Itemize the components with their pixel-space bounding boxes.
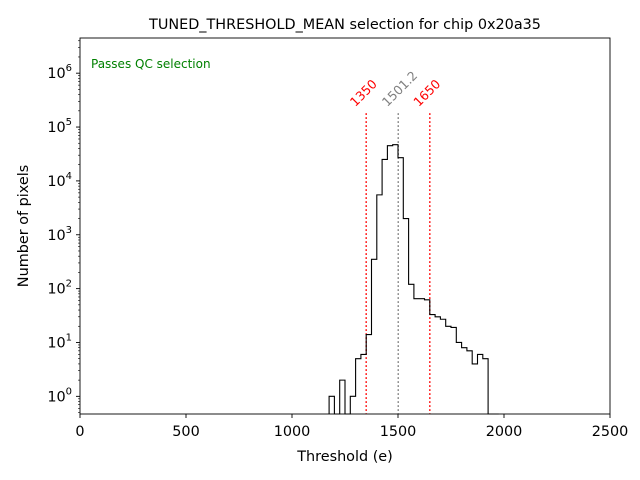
histogram-bin — [387, 146, 392, 414]
x-tick-label: 500 — [172, 424, 199, 440]
histogram-bin — [340, 380, 345, 414]
histogram-bin — [419, 299, 424, 414]
y-tick-label: 103 — [47, 225, 72, 244]
histogram-bin — [403, 219, 408, 414]
chart-title: TUNED_THRESHOLD_MEAN selection for chip … — [148, 17, 541, 33]
x-tick-label: 2500 — [592, 424, 629, 440]
histogram-bin — [382, 159, 387, 414]
histogram-bin — [430, 315, 435, 414]
histogram-bin — [483, 359, 488, 414]
histogram-bin — [372, 259, 377, 414]
y-tick-label: 105 — [47, 117, 72, 136]
y-tick-label: 104 — [47, 171, 72, 190]
y-axis-ticks: 100 101 102 103 104 105 106 — [47, 40, 80, 413]
x-axis-label: Threshold (e) — [296, 449, 393, 465]
histogram-bin — [409, 284, 414, 414]
histogram-bin — [393, 145, 398, 414]
y-axis-label: Number of pixels — [16, 165, 32, 287]
histogram-bin — [472, 364, 477, 414]
y-tick-label: 106 — [47, 63, 72, 82]
x-tick-label: 1000 — [274, 424, 311, 440]
y-tick-label: 100 — [47, 386, 72, 405]
histogram-bin — [456, 342, 461, 414]
histogram-bin — [377, 195, 382, 414]
histogram-step-series — [328, 144, 499, 415]
histogram-bin — [478, 354, 483, 414]
x-tick-label: 2000 — [486, 424, 523, 440]
x-axis-ticks: 0 500 1000 1500 2000 2500 — [75, 414, 628, 440]
histogram-bin — [366, 335, 371, 414]
histogram-bin — [440, 319, 445, 414]
histogram-bin — [350, 396, 355, 414]
histogram-bin — [414, 299, 419, 414]
histogram-bin — [398, 158, 403, 414]
histogram-bin — [425, 300, 430, 414]
histogram-bin — [329, 396, 334, 414]
histogram-bin — [361, 354, 366, 414]
histogram-bin — [451, 327, 456, 414]
axes-frame — [79, 37, 611, 415]
plot-area — [328, 113, 499, 415]
qc-annotation: Passes QC selection — [91, 57, 211, 71]
y-tick-label: 101 — [47, 332, 72, 351]
histogram-bin — [467, 351, 472, 414]
histogram-bin — [446, 326, 451, 414]
y-tick-label: 102 — [47, 279, 72, 298]
histogram-bin — [435, 317, 440, 414]
histogram-bin — [356, 359, 361, 414]
x-tick-label: 1500 — [380, 424, 417, 440]
x-tick-label: 0 — [75, 424, 84, 440]
histogram-bin — [462, 348, 467, 414]
